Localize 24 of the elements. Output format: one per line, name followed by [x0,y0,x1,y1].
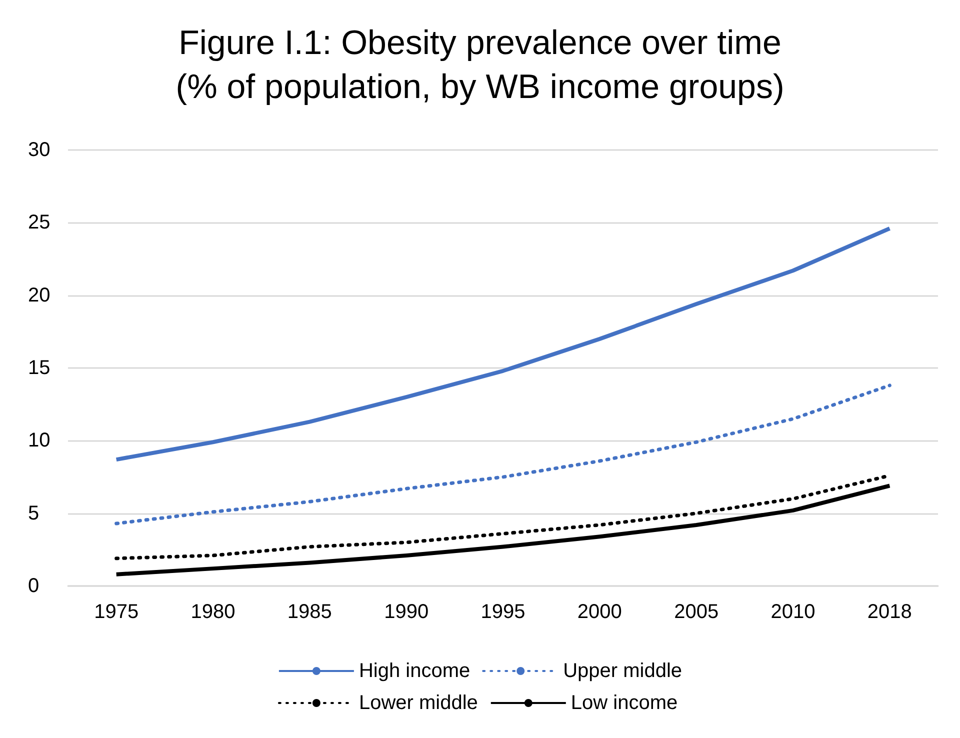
legend-label: Low income [570,692,678,714]
legend-label: Lower middle [358,692,478,714]
x-tick-label: 2018 [867,601,912,623]
legend-label: High income [358,660,470,682]
chart-title: Figure I.1: Obesity prevalence over time (% of population, by WB income groups) [176,24,784,106]
legend-label: Upper middle [563,660,682,682]
x-tick-label: 2000 [577,601,622,623]
y-tick-label: 15 [28,357,50,379]
x-tick-label: 2010 [770,601,816,623]
line-series [114,384,892,526]
x-tick-label: 1985 [287,601,332,623]
x-tick-label: 1980 [190,601,236,623]
x-tick-label: 1990 [384,601,429,623]
y-tick-label: 5 [28,502,40,524]
y-tick-label: 0 [28,575,40,597]
y-tick-label: 25 [28,212,50,234]
y-tick-label: 10 [28,430,50,452]
y-tick-label: 30 [28,139,50,161]
x-tick-label: 1995 [480,601,526,623]
line-series [114,226,892,462]
x-tick-label: 2005 [674,601,719,623]
y-tick-label: 20 [28,284,50,306]
line-series [114,484,892,576]
x-tick-label: 1975 [94,601,139,623]
